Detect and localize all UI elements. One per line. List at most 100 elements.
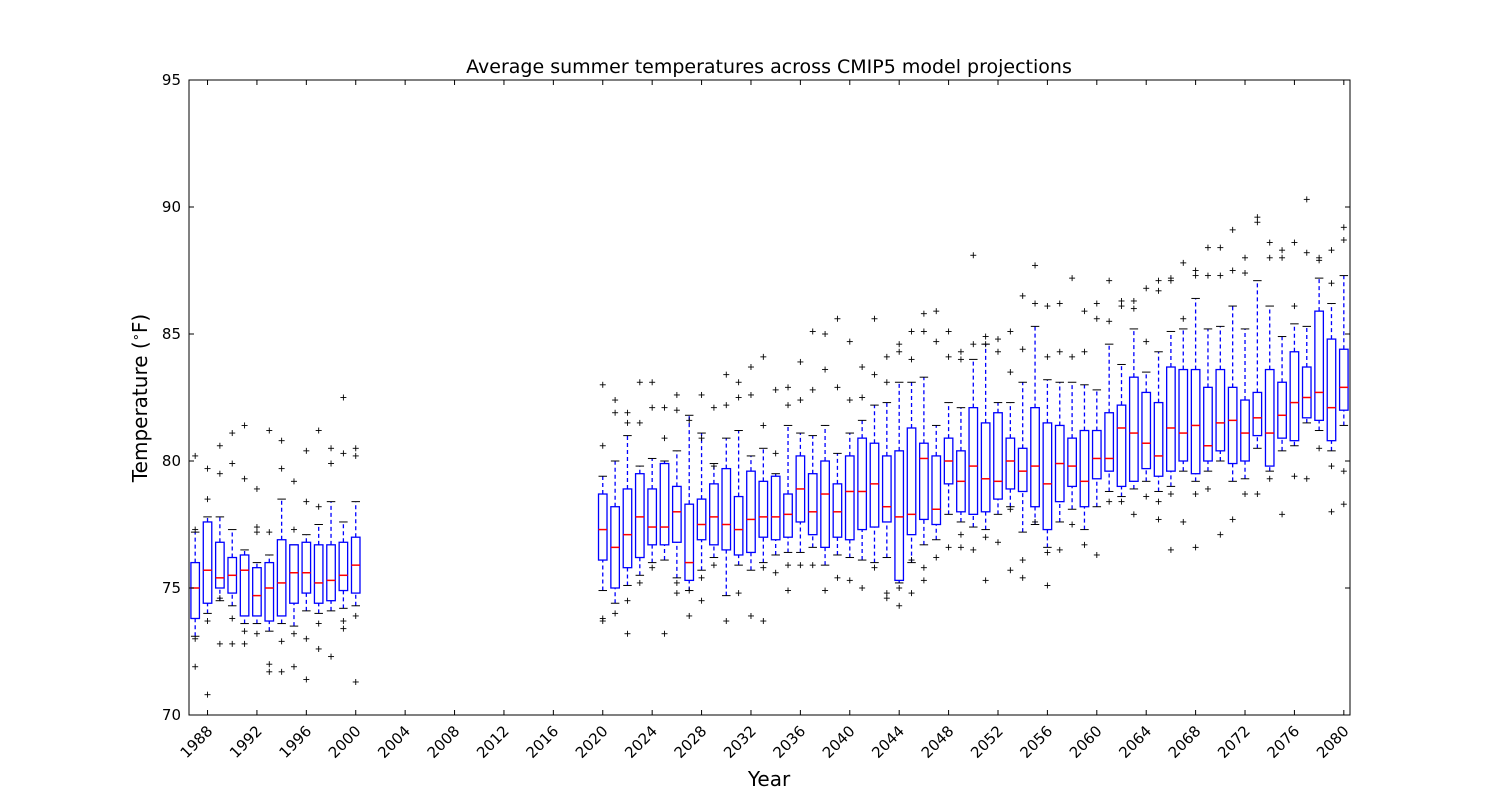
x-tick-label: 2064 xyxy=(1115,722,1155,762)
flier-point xyxy=(933,338,940,345)
x-tick-label: 2056 xyxy=(1016,722,1056,762)
box-rect xyxy=(597,493,608,561)
box-2033 xyxy=(758,353,769,625)
box-1998 xyxy=(326,445,336,660)
flier-point xyxy=(266,668,273,675)
flier-point xyxy=(723,618,730,625)
box-2044 xyxy=(894,341,905,609)
flier-point xyxy=(253,524,260,531)
flier-point xyxy=(253,529,260,536)
box-rect xyxy=(1128,376,1139,482)
box-rect xyxy=(894,450,905,582)
flier-point xyxy=(710,562,717,569)
x-tick-label: 2072 xyxy=(1214,722,1254,762)
flier-point xyxy=(1266,254,1273,261)
flier-point xyxy=(673,391,680,398)
flier-point xyxy=(760,422,767,429)
flier-point xyxy=(1242,270,1249,277)
flier-point xyxy=(834,315,841,322)
x-tick-label: 1992 xyxy=(226,722,266,762)
flier-point xyxy=(1279,254,1286,261)
box-rect xyxy=(1252,391,1263,437)
box-2078 xyxy=(1314,254,1325,452)
flier-point xyxy=(1180,518,1187,525)
flier-point xyxy=(315,503,322,510)
flier-point xyxy=(303,498,310,505)
box-rect xyxy=(1030,407,1040,508)
box-1994 xyxy=(276,437,287,675)
flier-point xyxy=(340,450,347,457)
flier-point xyxy=(204,618,211,625)
box-2062 xyxy=(1116,297,1127,505)
x-axis-label: Year xyxy=(747,767,791,791)
flier-point xyxy=(1254,491,1261,498)
flier-point xyxy=(1266,239,1273,246)
flier-point xyxy=(204,691,211,698)
flier-point xyxy=(908,356,915,363)
flier-point xyxy=(649,564,656,571)
flier-point xyxy=(686,587,693,594)
flier-point xyxy=(253,485,260,492)
flier-point xyxy=(846,338,853,345)
box-2051 xyxy=(980,333,991,584)
flier-point xyxy=(192,526,199,533)
flier-point xyxy=(624,597,631,604)
flier-point xyxy=(723,371,730,378)
x-tick-label: 2012 xyxy=(473,722,513,762)
flier-point xyxy=(278,638,285,645)
flier-point xyxy=(834,574,841,581)
flier-point xyxy=(278,668,285,675)
flier-point xyxy=(698,574,705,581)
box-2077 xyxy=(1301,196,1312,482)
flier-point xyxy=(994,539,1001,546)
flier-point xyxy=(1081,348,1088,355)
box-2046 xyxy=(918,310,929,584)
flier-point xyxy=(1056,546,1063,553)
box-2063 xyxy=(1128,297,1139,518)
flier-point xyxy=(859,394,866,401)
flier-point xyxy=(241,640,248,647)
flier-point xyxy=(340,625,347,632)
box-2034 xyxy=(770,386,781,576)
flier-point xyxy=(1204,485,1211,492)
flier-point xyxy=(846,577,853,584)
y-tick-label: 70 xyxy=(162,706,181,724)
flier-point xyxy=(871,371,878,378)
x-tick-label: 2032 xyxy=(720,722,760,762)
flier-point xyxy=(1328,280,1335,287)
flier-point xyxy=(266,427,273,434)
x-tick-label: 2020 xyxy=(572,722,612,762)
x-tick-label: 2052 xyxy=(967,722,1007,762)
box-rect xyxy=(906,427,917,536)
box-rect xyxy=(671,485,682,543)
box-1989 xyxy=(214,442,225,647)
flier-point xyxy=(1007,567,1014,574)
flier-point xyxy=(1328,463,1335,470)
flier-point xyxy=(612,610,619,617)
box-rect xyxy=(1227,386,1238,465)
flier-point xyxy=(772,569,779,576)
flier-point xyxy=(229,430,236,437)
box-rect xyxy=(289,544,299,604)
box-2032 xyxy=(746,364,756,619)
box-rect xyxy=(696,498,707,541)
flier-point xyxy=(1229,267,1236,274)
flier-point xyxy=(229,460,236,467)
box-rect xyxy=(758,480,769,538)
box-2074 xyxy=(1264,239,1275,482)
flier-point xyxy=(920,328,927,335)
flier-point xyxy=(945,544,952,551)
flier-point xyxy=(1019,557,1026,564)
box-2054 xyxy=(1017,292,1028,581)
box-rect xyxy=(1104,412,1115,472)
flier-point xyxy=(1316,254,1323,261)
y-axis-label: Temperature (∘F) xyxy=(128,314,152,483)
box-2020 xyxy=(597,381,608,625)
box-2023 xyxy=(634,379,645,586)
x-tick-label: 2008 xyxy=(424,722,464,762)
box-2064 xyxy=(1141,285,1152,500)
flier-point xyxy=(1155,287,1162,294)
box-rect xyxy=(931,455,942,526)
box-1991 xyxy=(239,422,250,647)
